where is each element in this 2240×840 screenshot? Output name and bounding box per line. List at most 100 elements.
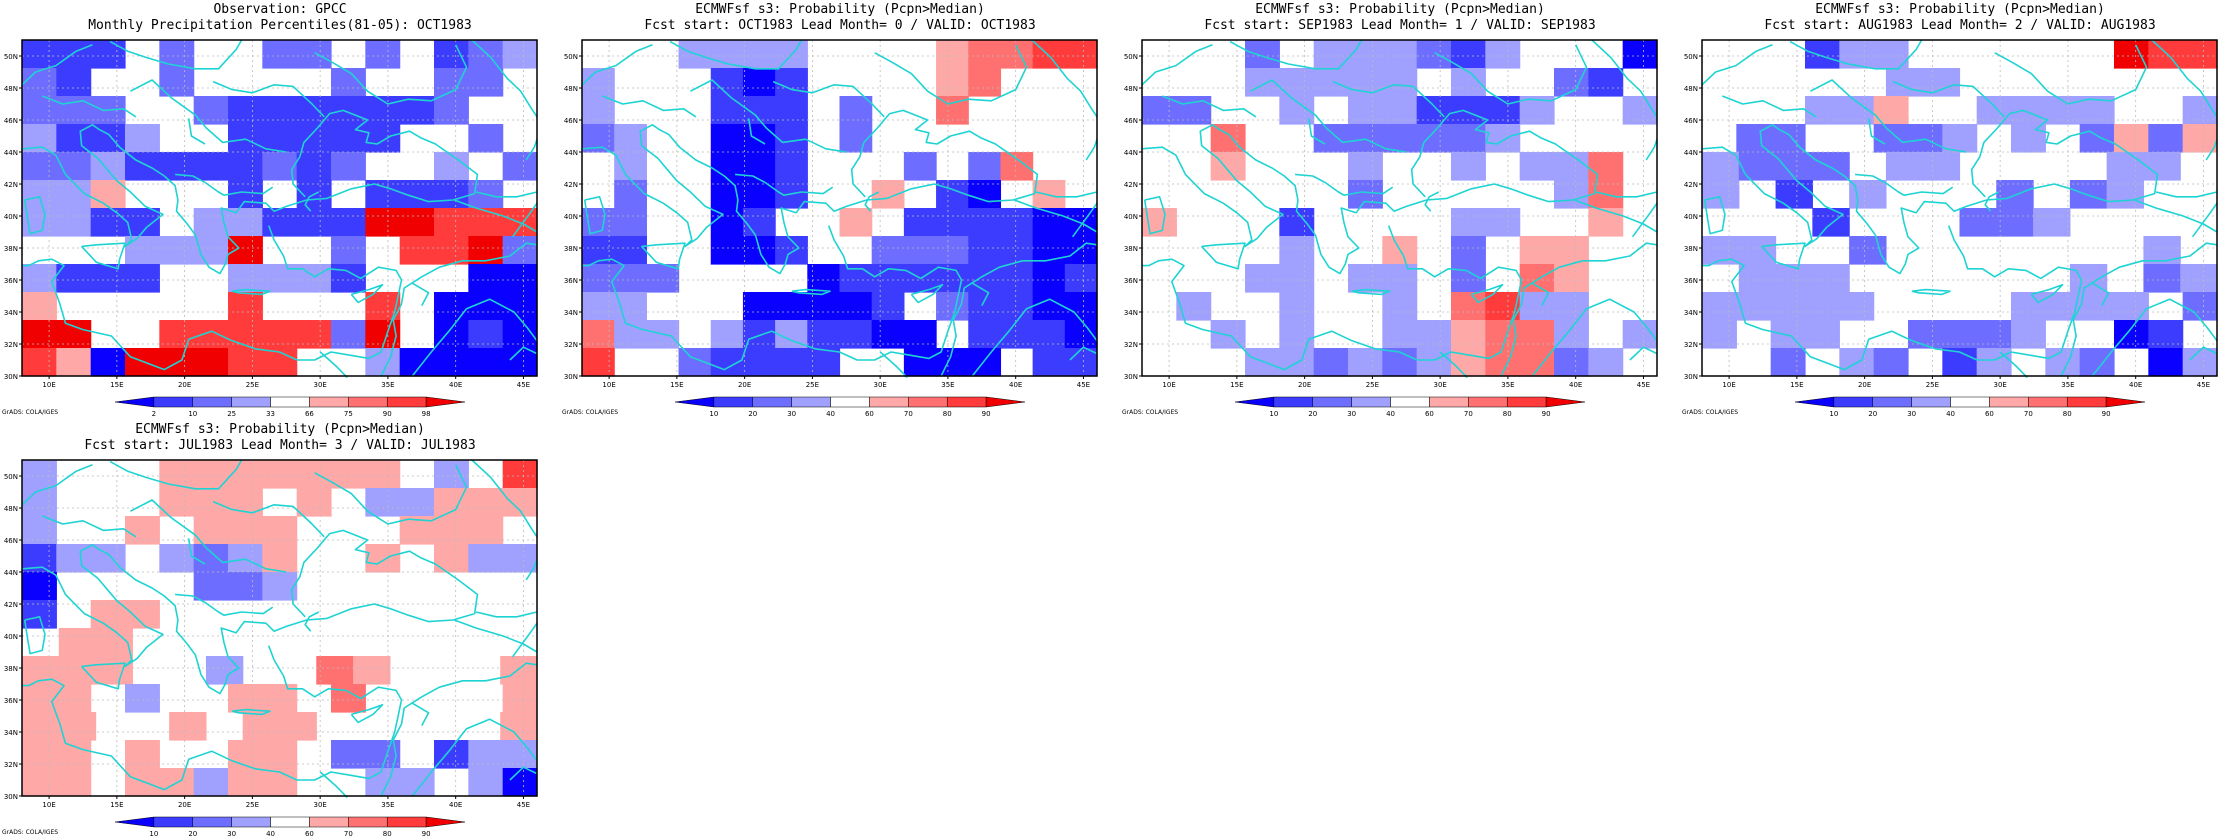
anomaly-cell	[399, 208, 435, 237]
panel-title-line2: Fcst start: AUG1983 Lead Month= 2 / VALI…	[1764, 18, 2155, 33]
coastline	[1069, 346, 1098, 361]
anomaly-cell	[2079, 292, 2115, 321]
anomaly-cell	[90, 348, 126, 377]
anomaly-cell	[1348, 124, 1383, 153]
colorbar-segment	[1911, 396, 1951, 408]
panel-title-line1: Observation: GPCC	[213, 2, 346, 17]
anomaly-cell	[365, 208, 401, 237]
anomaly-cell	[399, 348, 435, 377]
lon-tick-label: 20E	[1298, 381, 1311, 389]
anomaly-cell	[331, 208, 366, 237]
colorbar-segment	[231, 816, 271, 828]
colorbar-segment	[425, 816, 466, 828]
coastline	[1162, 95, 1257, 118]
coastline	[525, 558, 538, 581]
anomaly-cell	[159, 544, 195, 573]
coastline	[212, 500, 325, 538]
anomaly-cell	[434, 348, 469, 377]
lat-tick-label: 44N	[1684, 149, 1698, 157]
anomaly-cell	[1032, 348, 1066, 377]
anomaly-cell	[936, 40, 969, 69]
anomaly-cell	[614, 264, 647, 293]
lat-tick-label: 34N	[4, 309, 18, 317]
anomaly-cell	[1064, 236, 1098, 265]
anomaly-cell	[903, 208, 937, 237]
coastline	[1014, 199, 1098, 233]
anomaly-cell	[936, 208, 969, 237]
lon-tick-label: 35E	[381, 801, 394, 809]
colorbar-label: 10	[1829, 410, 1838, 418]
coastline	[304, 191, 320, 212]
coastline	[1629, 346, 1658, 361]
coastline	[1703, 196, 1726, 235]
anomaly-cell	[22, 600, 57, 629]
coastline	[641, 242, 686, 270]
anomaly-cell	[434, 292, 469, 321]
anomaly-cell	[1000, 208, 1034, 237]
anomaly-cell	[2180, 264, 2218, 293]
anomaly-cell	[468, 40, 504, 69]
lat-tick-label: 50N	[4, 53, 18, 61]
anomaly-cell	[936, 264, 969, 293]
coastline	[791, 288, 831, 296]
lat-tick-label: 30N	[4, 373, 18, 381]
anomaly-cell	[262, 40, 298, 69]
anomaly-cell	[22, 348, 57, 377]
coastline	[22, 225, 403, 371]
coastline	[1645, 138, 1658, 161]
anomaly-cell	[1996, 180, 2034, 209]
lon-tick-label: 30E	[873, 381, 886, 389]
coastline	[23, 196, 46, 235]
lat-tick-label: 32N	[1684, 341, 1698, 349]
colorbar-segment	[1794, 396, 1835, 408]
coastline	[23, 616, 46, 655]
coastline	[21, 464, 93, 506]
coastline	[350, 284, 384, 304]
lon-tick-label: 10E	[602, 381, 615, 389]
map-frame	[1701, 39, 2218, 377]
anomaly-cell	[903, 152, 937, 181]
coastline	[1500, 242, 1658, 377]
anomaly-cell	[205, 656, 244, 685]
anomaly-cell	[1032, 292, 1066, 321]
colorbar-label: 90	[1542, 410, 1551, 418]
anomaly-cell	[228, 460, 263, 489]
lat-tick-label: 50N	[1684, 53, 1698, 61]
panel-lead2: ECMWFsf s3: Probability (Pcpn>Median) Fcs…	[1680, 0, 2240, 420]
colorbar-label: 40	[826, 410, 835, 418]
lat-tick-label: 44N	[4, 569, 18, 577]
coastline	[1439, 351, 1468, 379]
anomaly-cell	[502, 264, 538, 293]
anomaly-cell	[614, 124, 647, 153]
colorbar-label: 10	[188, 410, 197, 418]
anomaly-cell	[279, 712, 317, 741]
anomaly-cell	[646, 264, 680, 293]
colorbar-segment	[270, 396, 310, 408]
lon-tick-label: 15E	[670, 381, 683, 389]
coastline	[1201, 242, 1246, 270]
anomaly-cell	[1976, 320, 2012, 349]
coastline	[581, 109, 1039, 275]
anomaly-cell	[2182, 124, 2218, 153]
coastline	[212, 80, 325, 118]
anomaly-cell	[56, 208, 92, 237]
anomaly-cell	[614, 292, 647, 321]
coastline	[747, 118, 766, 145]
colorbar-segment	[752, 396, 792, 408]
lat-tick-label: 50N	[1124, 53, 1138, 61]
colorbar-segment	[192, 396, 232, 408]
anomaly-cell	[1032, 264, 1066, 293]
coastline	[1031, 39, 1098, 118]
panel-title-line2: Fcst start: OCT1983 Lead Month= 0 / VALI…	[644, 18, 1035, 33]
colorbar-segment	[1429, 396, 1469, 408]
anomaly-cell	[807, 264, 841, 293]
colorbar-label: 33	[266, 410, 275, 418]
anomaly-cell	[1000, 236, 1034, 265]
coastline	[1295, 173, 1394, 196]
colorbar-segment	[1390, 396, 1430, 408]
panel-title-line2: Fcst start: JUL1983 Lead Month= 3 / VALI…	[84, 438, 475, 453]
anomaly-cell	[1313, 68, 1349, 97]
map-frame	[21, 459, 538, 797]
grads-credit: GrADS: COLA/IGES	[1682, 409, 1738, 416]
coastline	[187, 118, 206, 145]
